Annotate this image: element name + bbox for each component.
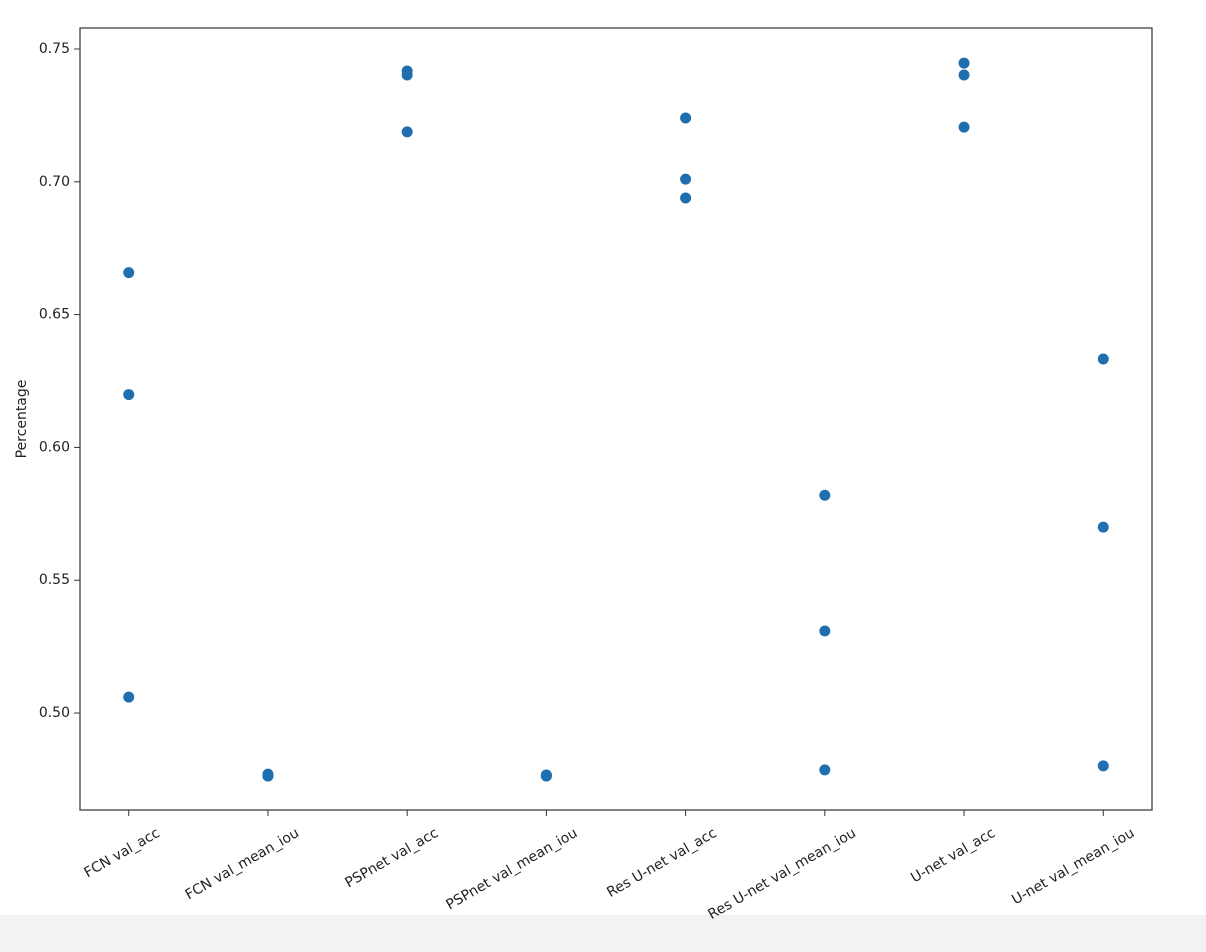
point: [262, 770, 274, 782]
y-tick-label: 0.55: [39, 572, 70, 588]
point: [123, 389, 135, 401]
plot-frame: [79, 27, 1153, 811]
footer-strip: [0, 915, 1206, 952]
point: [680, 192, 692, 204]
point: [1097, 521, 1109, 533]
point: [958, 57, 970, 69]
y-tick-label: 0.70: [39, 174, 70, 190]
point: [540, 770, 552, 782]
x-tick-label: U-net val_mean_iou: [1009, 825, 1137, 908]
point: [401, 69, 413, 81]
point: [819, 625, 831, 637]
x-tick-label: Res U-net val_acc: [604, 825, 719, 901]
point: [123, 267, 135, 279]
point: [958, 69, 970, 81]
x-tick-label: PSPnet val_mean_iou: [444, 825, 581, 913]
y-tick-label: 0.65: [39, 307, 70, 323]
point: [819, 764, 831, 776]
x-tick-label: Res U-net val_mean_iou: [705, 825, 858, 923]
point: [401, 126, 413, 138]
point: [680, 112, 692, 124]
x-tick-label: U-net val_acc: [908, 825, 998, 886]
point: [123, 691, 135, 703]
x-tick-label: PSPnet val_acc: [343, 825, 442, 891]
point: [680, 173, 692, 185]
y-tick-label: 0.75: [39, 41, 70, 57]
point: [819, 489, 831, 501]
point: [1097, 760, 1109, 772]
x-tick-label: FCN val_mean_iou: [183, 825, 302, 903]
point: [958, 121, 970, 133]
y-axis-label: Percentage: [14, 380, 30, 459]
y-tick-label: 0.60: [39, 439, 70, 455]
point: [1097, 353, 1109, 365]
x-tick-label: FCN val_acc: [82, 825, 163, 881]
y-tick-label: 0.50: [39, 705, 70, 721]
